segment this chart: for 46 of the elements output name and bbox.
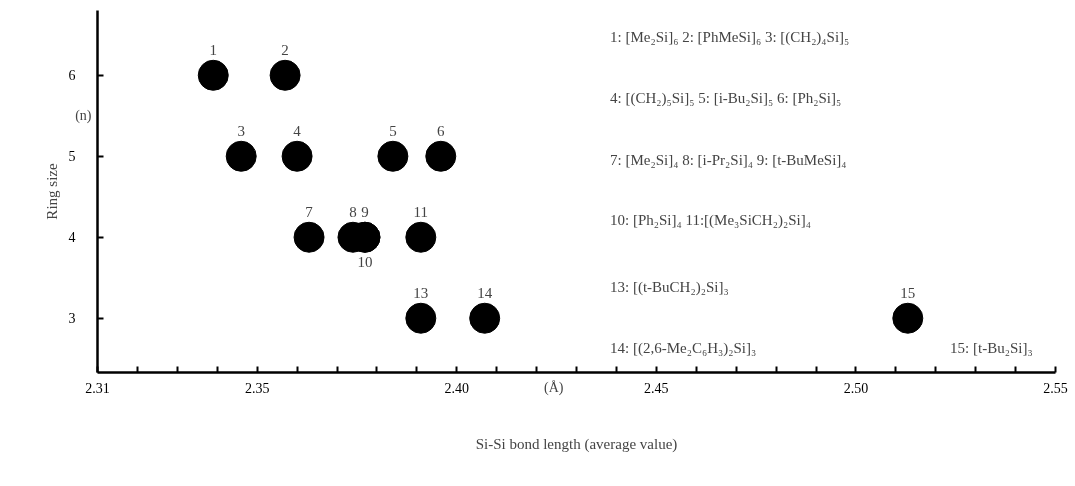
annotation: 10 <box>357 254 373 271</box>
y-tick-label: 4 <box>68 230 76 246</box>
point <box>197 59 229 91</box>
y-tick-label: 3 <box>68 311 76 327</box>
point <box>469 302 501 334</box>
annotation: 5 <box>389 123 397 140</box>
annotation: 15: [t-Bu₂Si]₃ <box>950 340 1033 357</box>
annotation: 9 <box>361 204 369 221</box>
annotation: 8 <box>349 204 357 221</box>
annotation: 1: [Me₂Si]₆ 2: [PhMeSi]₆ 3: [(CH₂)₄Si]₅ <box>610 29 850 47</box>
x-tick-label: 2.35 <box>244 380 270 396</box>
text: (n) <box>75 108 92 125</box>
x-tick-label: 2.50 <box>843 380 869 396</box>
x-tick-label: 2.40 <box>444 380 469 396</box>
annotation: 15 <box>900 285 916 302</box>
annotation: 13: [(t-BuCH₂)₂Si]₃ <box>610 279 729 297</box>
text: (Å) <box>544 379 564 396</box>
y-axis-title: Ring size <box>44 163 61 220</box>
annotation: 7 <box>305 204 314 221</box>
point <box>293 221 325 253</box>
annotation: 4: [(CH₂)₅Si]₅ 5: [i-Bu₂Si]₅ 6: [Ph₂Si]₅ <box>610 89 842 107</box>
point <box>405 221 437 253</box>
annotation: 3 <box>237 123 245 140</box>
point <box>225 140 257 172</box>
annotation: 13 <box>413 285 429 302</box>
annotation: 7: [Me₂Si]₄ 8: [i-Pr₂Si]₄ 9: [t-BuMeSi]₄ <box>610 152 847 169</box>
x-axis-title: Si-Si bond length (average value) <box>475 435 678 453</box>
annotation: 4 <box>293 123 302 140</box>
annotation: 14: [(2,6-Me₂C₆H₃)₂Si]₃ <box>610 340 757 358</box>
point <box>892 302 924 334</box>
point <box>377 140 409 172</box>
annotation: 14 <box>477 285 493 302</box>
annotation: 2 <box>281 42 289 59</box>
x-tick-label: 2.31 <box>85 380 110 396</box>
annotation: 1 <box>209 42 218 59</box>
annotation: 10: [Ph₂Si]₄ 11:[(Me₃SiCH₂)₂Si]₄ <box>610 212 811 230</box>
y-tick-label: 6 <box>68 68 76 84</box>
point <box>405 302 437 334</box>
annotation: 11 <box>413 204 429 221</box>
annotation: 6 <box>437 123 446 140</box>
y-tick-label: 5 <box>68 149 76 165</box>
x-tick-label: 2.45 <box>644 380 669 396</box>
x-tick-label: 2.55 <box>1043 380 1068 396</box>
point <box>281 140 313 172</box>
point <box>425 140 457 172</box>
point <box>269 59 301 91</box>
